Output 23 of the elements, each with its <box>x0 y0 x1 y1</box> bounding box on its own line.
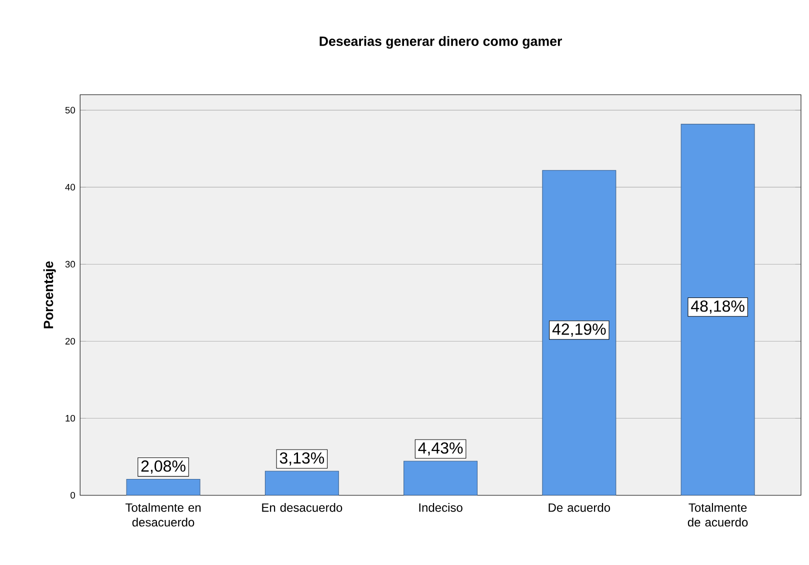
bar <box>404 461 478 496</box>
data-label: 2,08% <box>141 460 186 474</box>
y-tick-label: 50 <box>65 107 76 114</box>
x-tick-label: En desacuerdo <box>262 503 342 512</box>
bar <box>680 124 755 496</box>
y-tick-label: 10 <box>66 415 76 422</box>
bar <box>542 170 616 496</box>
x-tick-label: Indeciso <box>419 503 462 512</box>
bar <box>126 479 200 496</box>
x-tick-label: Totalmente de acuerdo <box>688 503 748 527</box>
y-tick-label: 20 <box>65 338 76 345</box>
data-label: 42,19% <box>552 324 606 337</box>
bar <box>264 471 339 496</box>
y-axis-title: Porcentaje <box>43 262 56 328</box>
y-tick-label: 0 <box>70 492 76 499</box>
x-tick-label: De acuerdo <box>548 503 610 512</box>
y-tick-label: 40 <box>65 184 76 191</box>
data-label: 48,18% <box>691 300 744 314</box>
data-label: 4,43% <box>418 442 463 456</box>
x-tick-label: Totalmente en desacuerdo <box>125 503 201 527</box>
chart-title: Desearias generar dinero como gamer <box>320 36 562 49</box>
data-label: 3,13% <box>280 452 324 466</box>
y-tick-label: 30 <box>65 261 76 268</box>
